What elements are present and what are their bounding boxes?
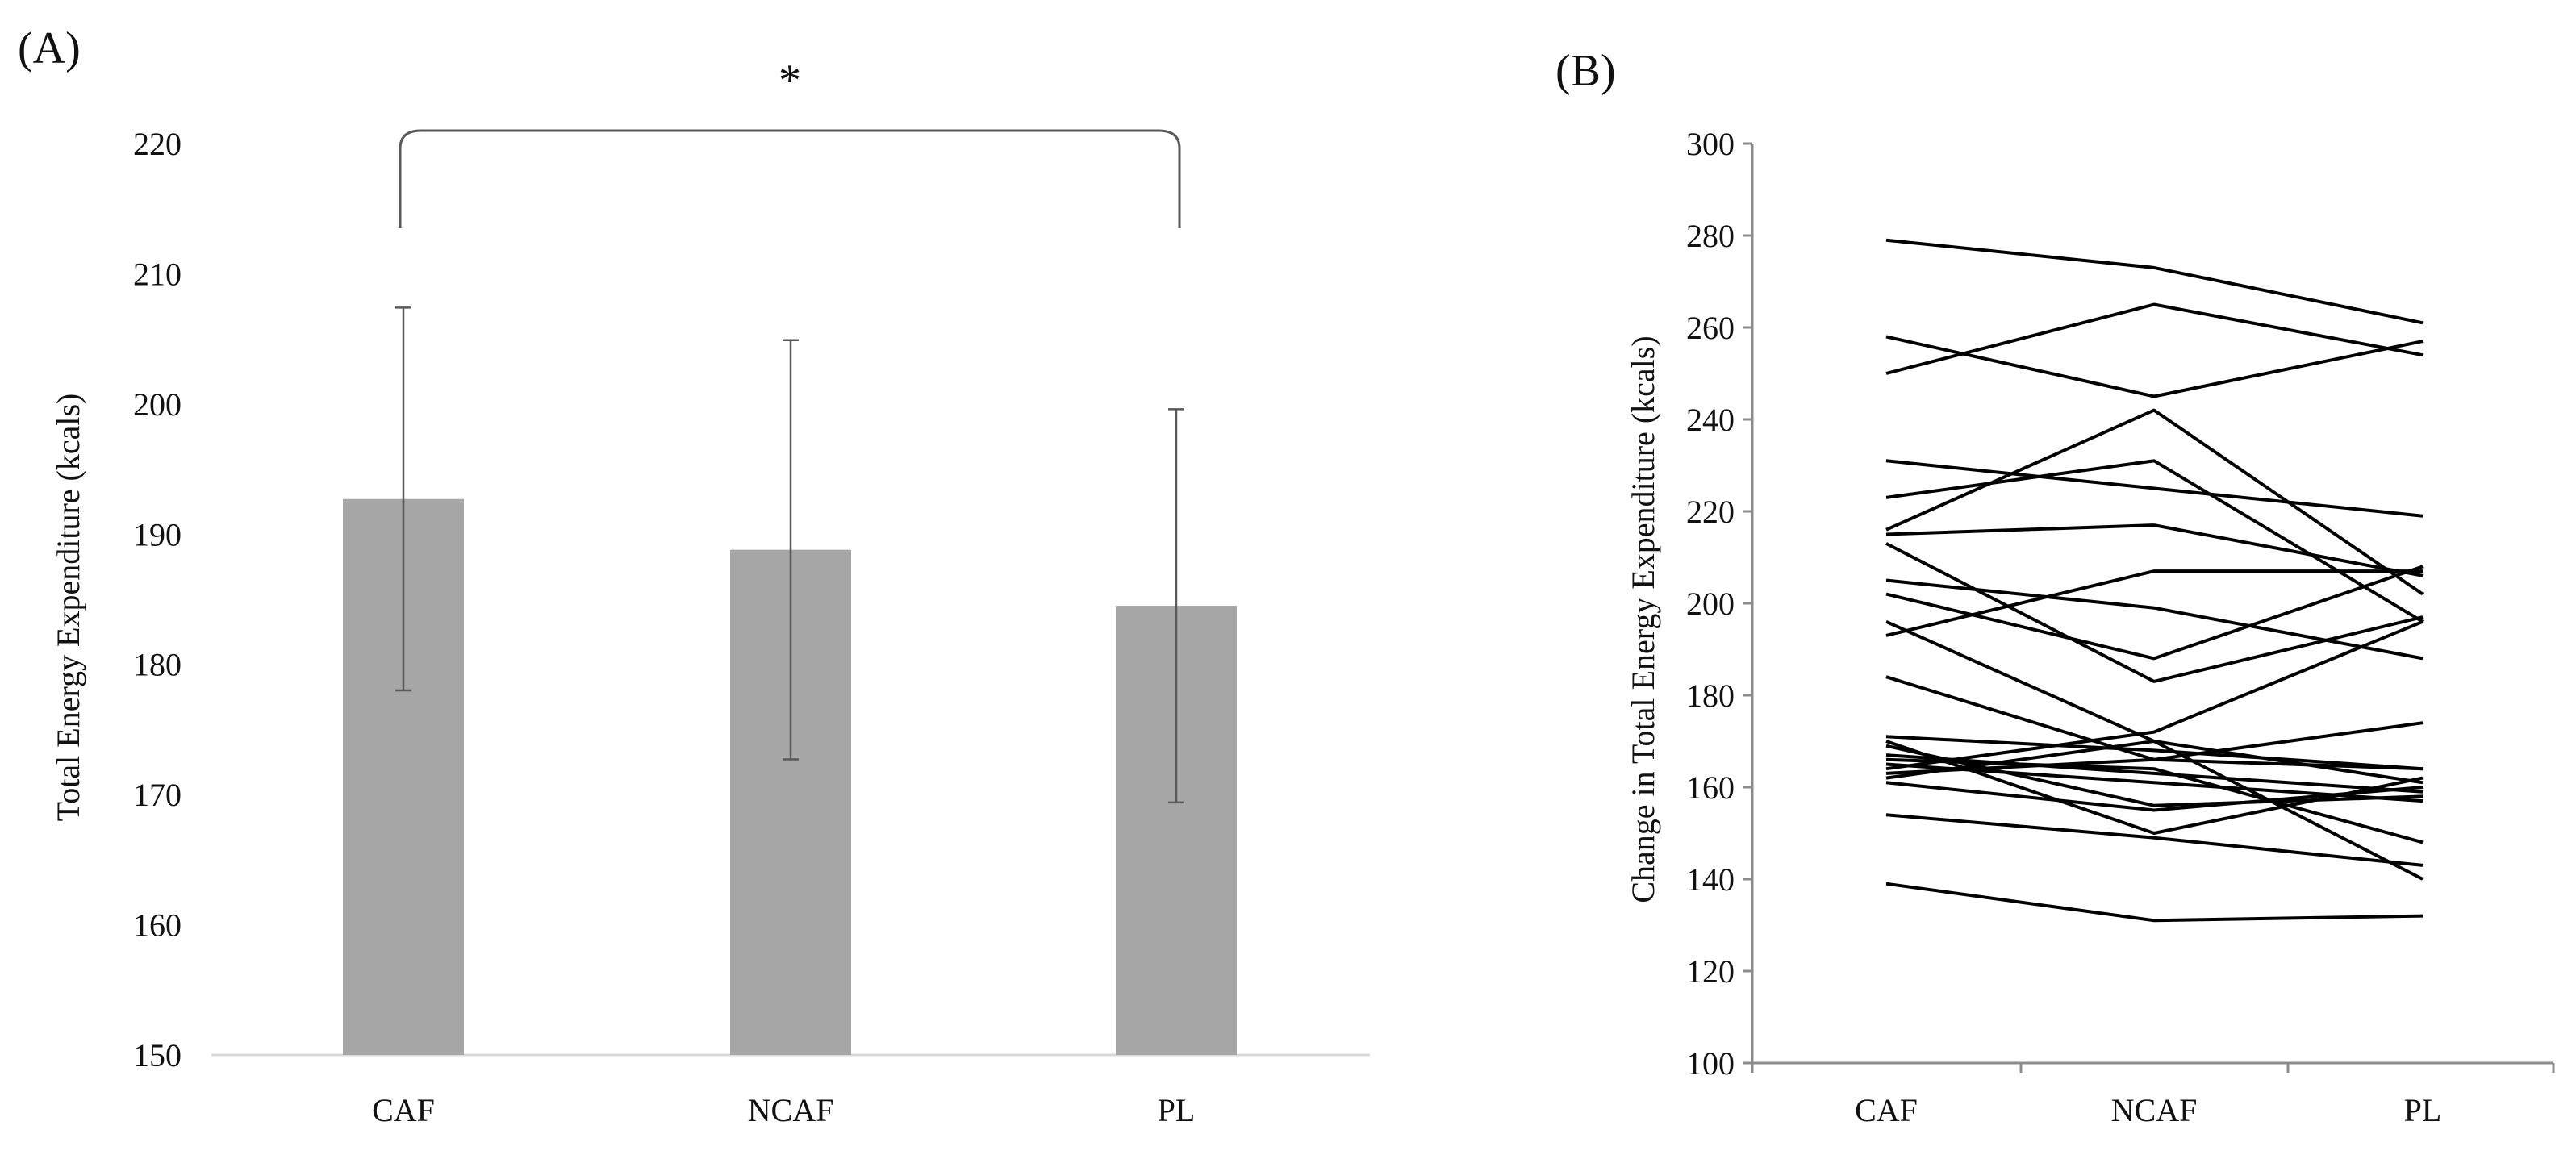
panel-a-label: (A) [18,23,81,73]
panel-a-y-tick-label: 200 [133,386,182,423]
series-line [1885,408,2424,596]
series-line [1885,813,2424,867]
series-line [1885,302,2424,375]
panel-b-y-ticks: 100 120 140 160 180 200 220 240 260 280 300 [1686,126,1752,1082]
panel-a-y-tick-label: 190 [133,516,182,552]
series-line [1885,757,2424,844]
panel-b-y-tick-label: 180 [1686,677,1735,714]
panel-b-x-tick-label: CAF [1855,1092,1918,1128]
series-line [1885,523,2424,577]
panel-b-label: (B) [1555,46,1616,96]
panel-a-y-tick-label: 170 [133,777,182,813]
panel-b-y-tick-label: 300 [1686,126,1735,162]
panel-b-y-tick-label: 280 [1686,218,1735,254]
panel-b-x-ticks: CAF NCAF PL [1751,1063,2555,1128]
panel-b-y-tick-label: 240 [1686,402,1735,438]
panel-a-y-tick-label: 180 [133,647,182,683]
panel-b-y-tick-label: 140 [1686,861,1735,898]
panel-a-x-tick-label: CAF [372,1092,435,1128]
panel-b-y-tick-label: 220 [1686,494,1735,530]
series-line [1885,238,2424,325]
significance-bracket [399,129,1181,228]
panel-b-x-tick-label: NCAF [2111,1092,2198,1128]
panel-b-y-tick-label: 200 [1686,586,1735,622]
panel-b-y-tick-label: 100 [1686,1045,1735,1082]
panel-b-y-tick-label: 160 [1686,769,1735,806]
panel-a-y-axis-title: Total Energy Expenditure (kcals) [50,394,86,822]
series-line [1885,740,2424,881]
series-line [1885,459,2424,623]
panel-b-y-tick-label: 260 [1686,310,1735,346]
error-bar-ncaf [783,339,799,761]
panel-a-x-tick-label: NCAF [748,1092,834,1128]
panel-a-x-ticks: CAF NCAF PL [372,1092,1195,1128]
panel-a-y-tick-label: 150 [133,1037,182,1074]
series-line [1885,459,2424,518]
series-line [1885,578,2424,661]
panel-a-y-tick-label: 220 [133,126,182,162]
series-line [1885,619,2424,771]
panel-b-x-tick-label: PL [2404,1092,2442,1128]
series-line [1885,675,2424,771]
series-line [1885,882,2424,923]
series-line [1885,781,2424,812]
series-line [1885,735,2424,771]
series-line [1885,721,2424,775]
error-bar-pl [1168,408,1184,804]
panel-b-y-tick-label: 120 [1686,953,1735,990]
panel-b-lines [1885,238,2424,923]
panel-a-y-ticks: 150 160 170 180 190 200 210 220 [133,126,182,1074]
panel-b-y-axis-title: Change in Total Energy Expenditure (kcal… [1625,336,1661,903]
panel-a-x-tick-label: PL [1158,1092,1196,1128]
panel-a-error-bars [395,306,1184,804]
series-line [1885,569,2423,637]
series-line [1885,335,2424,398]
panel-a-y-tick-label: 210 [133,256,182,292]
panel-a-y-tick-label: 160 [133,907,182,944]
error-bar-caf [395,306,411,692]
significance-star: * [779,56,801,106]
